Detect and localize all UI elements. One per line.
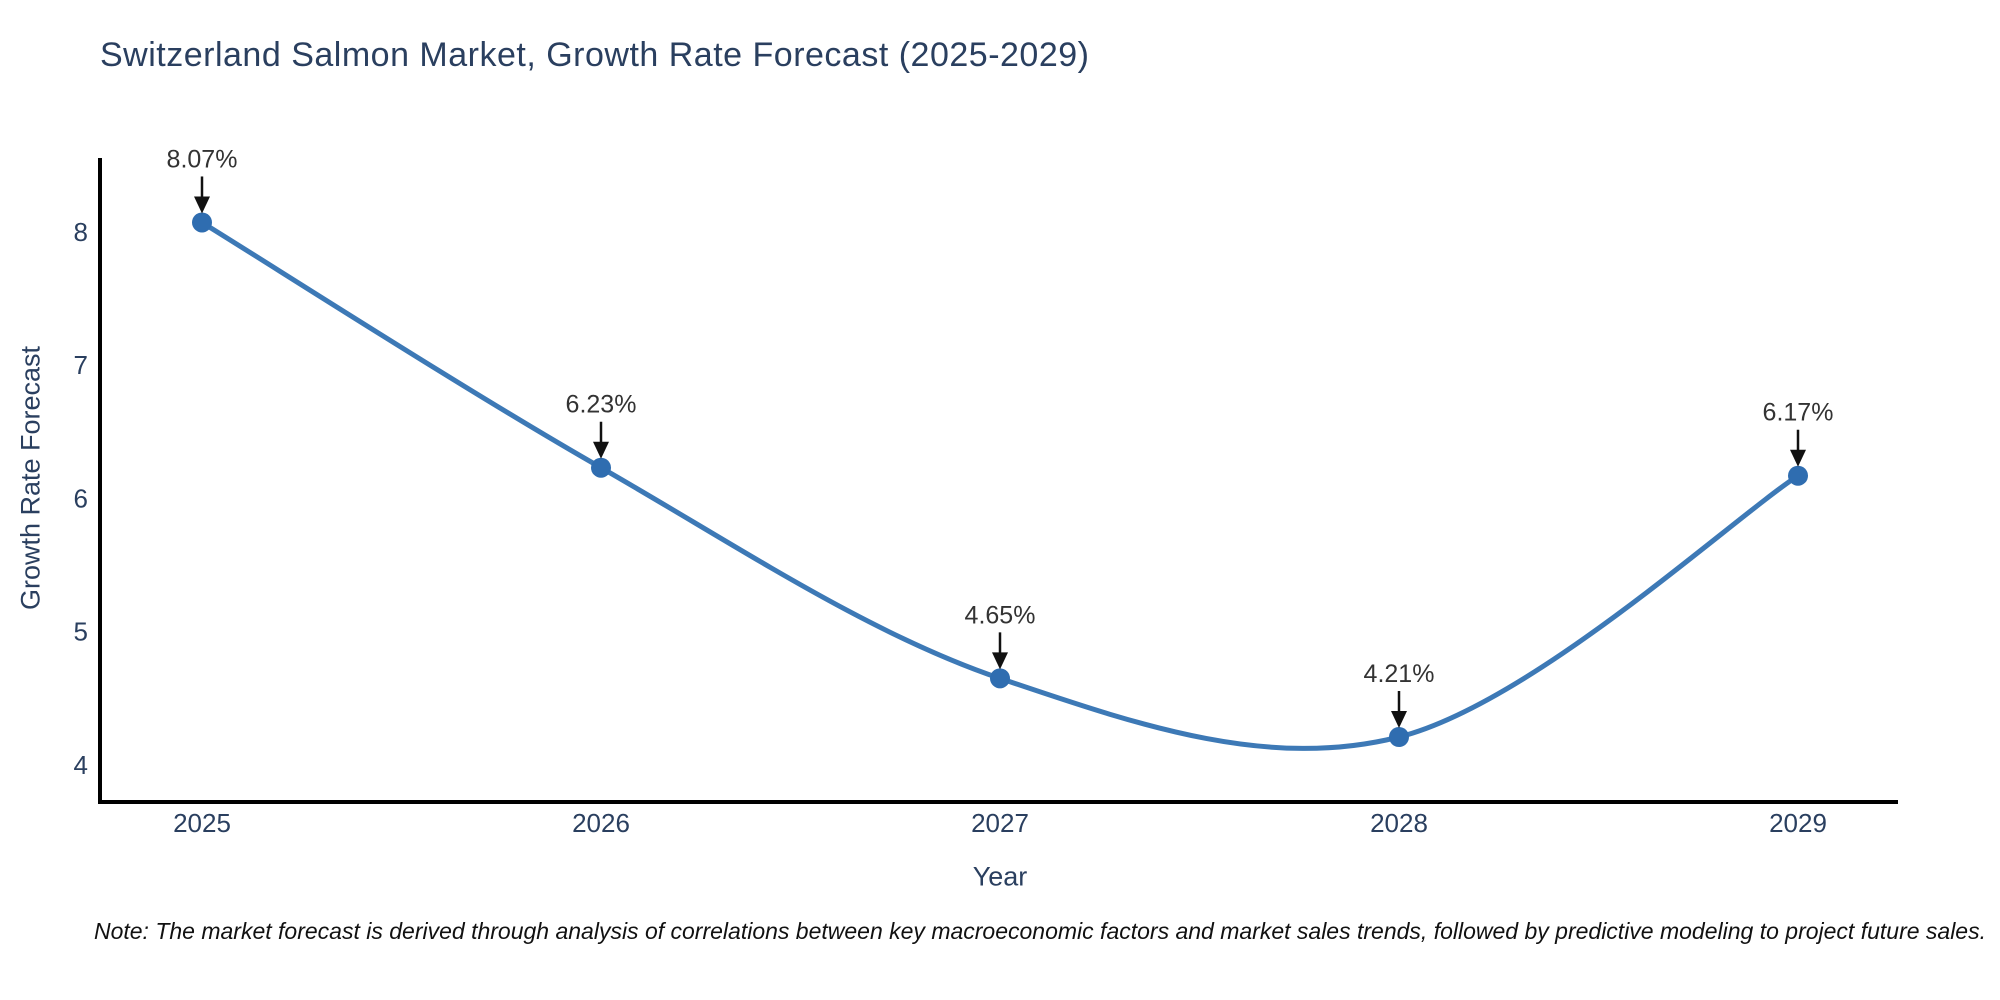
y-tick-label: 6 <box>74 483 88 513</box>
annotation-arrowhead-icon <box>593 441 609 459</box>
data-point-marker[interactable] <box>192 212 212 233</box>
x-axis-title: Year <box>972 861 1028 892</box>
x-tick-label: 2028 <box>1370 808 1428 838</box>
y-tick-label: 5 <box>74 617 88 647</box>
annotation-arrowhead-icon <box>1790 449 1806 467</box>
y-axis-title: Growth Rate Forecast <box>15 345 46 611</box>
data-label: 6.17% <box>1763 399 1834 427</box>
data-label: 4.65% <box>965 601 1036 629</box>
x-tick-label: 2029 <box>1769 808 1827 838</box>
data-point-marker[interactable] <box>1788 465 1808 486</box>
y-tick-label: 8 <box>74 217 88 247</box>
annotation-arrowhead-icon <box>992 652 1008 670</box>
y-tick-label: 7 <box>74 350 88 380</box>
data-point-marker[interactable] <box>1389 727 1409 748</box>
data-label: 4.21% <box>1364 660 1435 688</box>
data-point-marker[interactable] <box>990 668 1010 689</box>
y-tick-label: 4 <box>74 750 88 780</box>
data-label: 6.23% <box>566 391 637 419</box>
chart-title: Switzerland Salmon Market, Growth Rate F… <box>100 36 1090 74</box>
annotation-arrowhead-icon <box>1391 711 1407 729</box>
x-tick-label: 2026 <box>572 808 630 838</box>
data-point-marker[interactable] <box>591 457 611 478</box>
data-label: 8.07% <box>167 145 238 173</box>
x-tick-label: 2025 <box>173 808 231 838</box>
x-tick-label: 2027 <box>971 808 1029 838</box>
footnote: Note: The market forecast is derived thr… <box>93 918 1986 944</box>
annotation-arrowhead-icon <box>194 196 210 214</box>
